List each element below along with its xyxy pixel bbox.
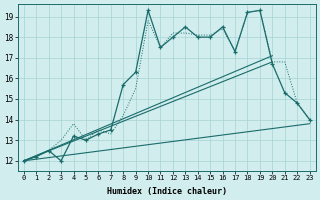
X-axis label: Humidex (Indice chaleur): Humidex (Indice chaleur) <box>107 187 227 196</box>
